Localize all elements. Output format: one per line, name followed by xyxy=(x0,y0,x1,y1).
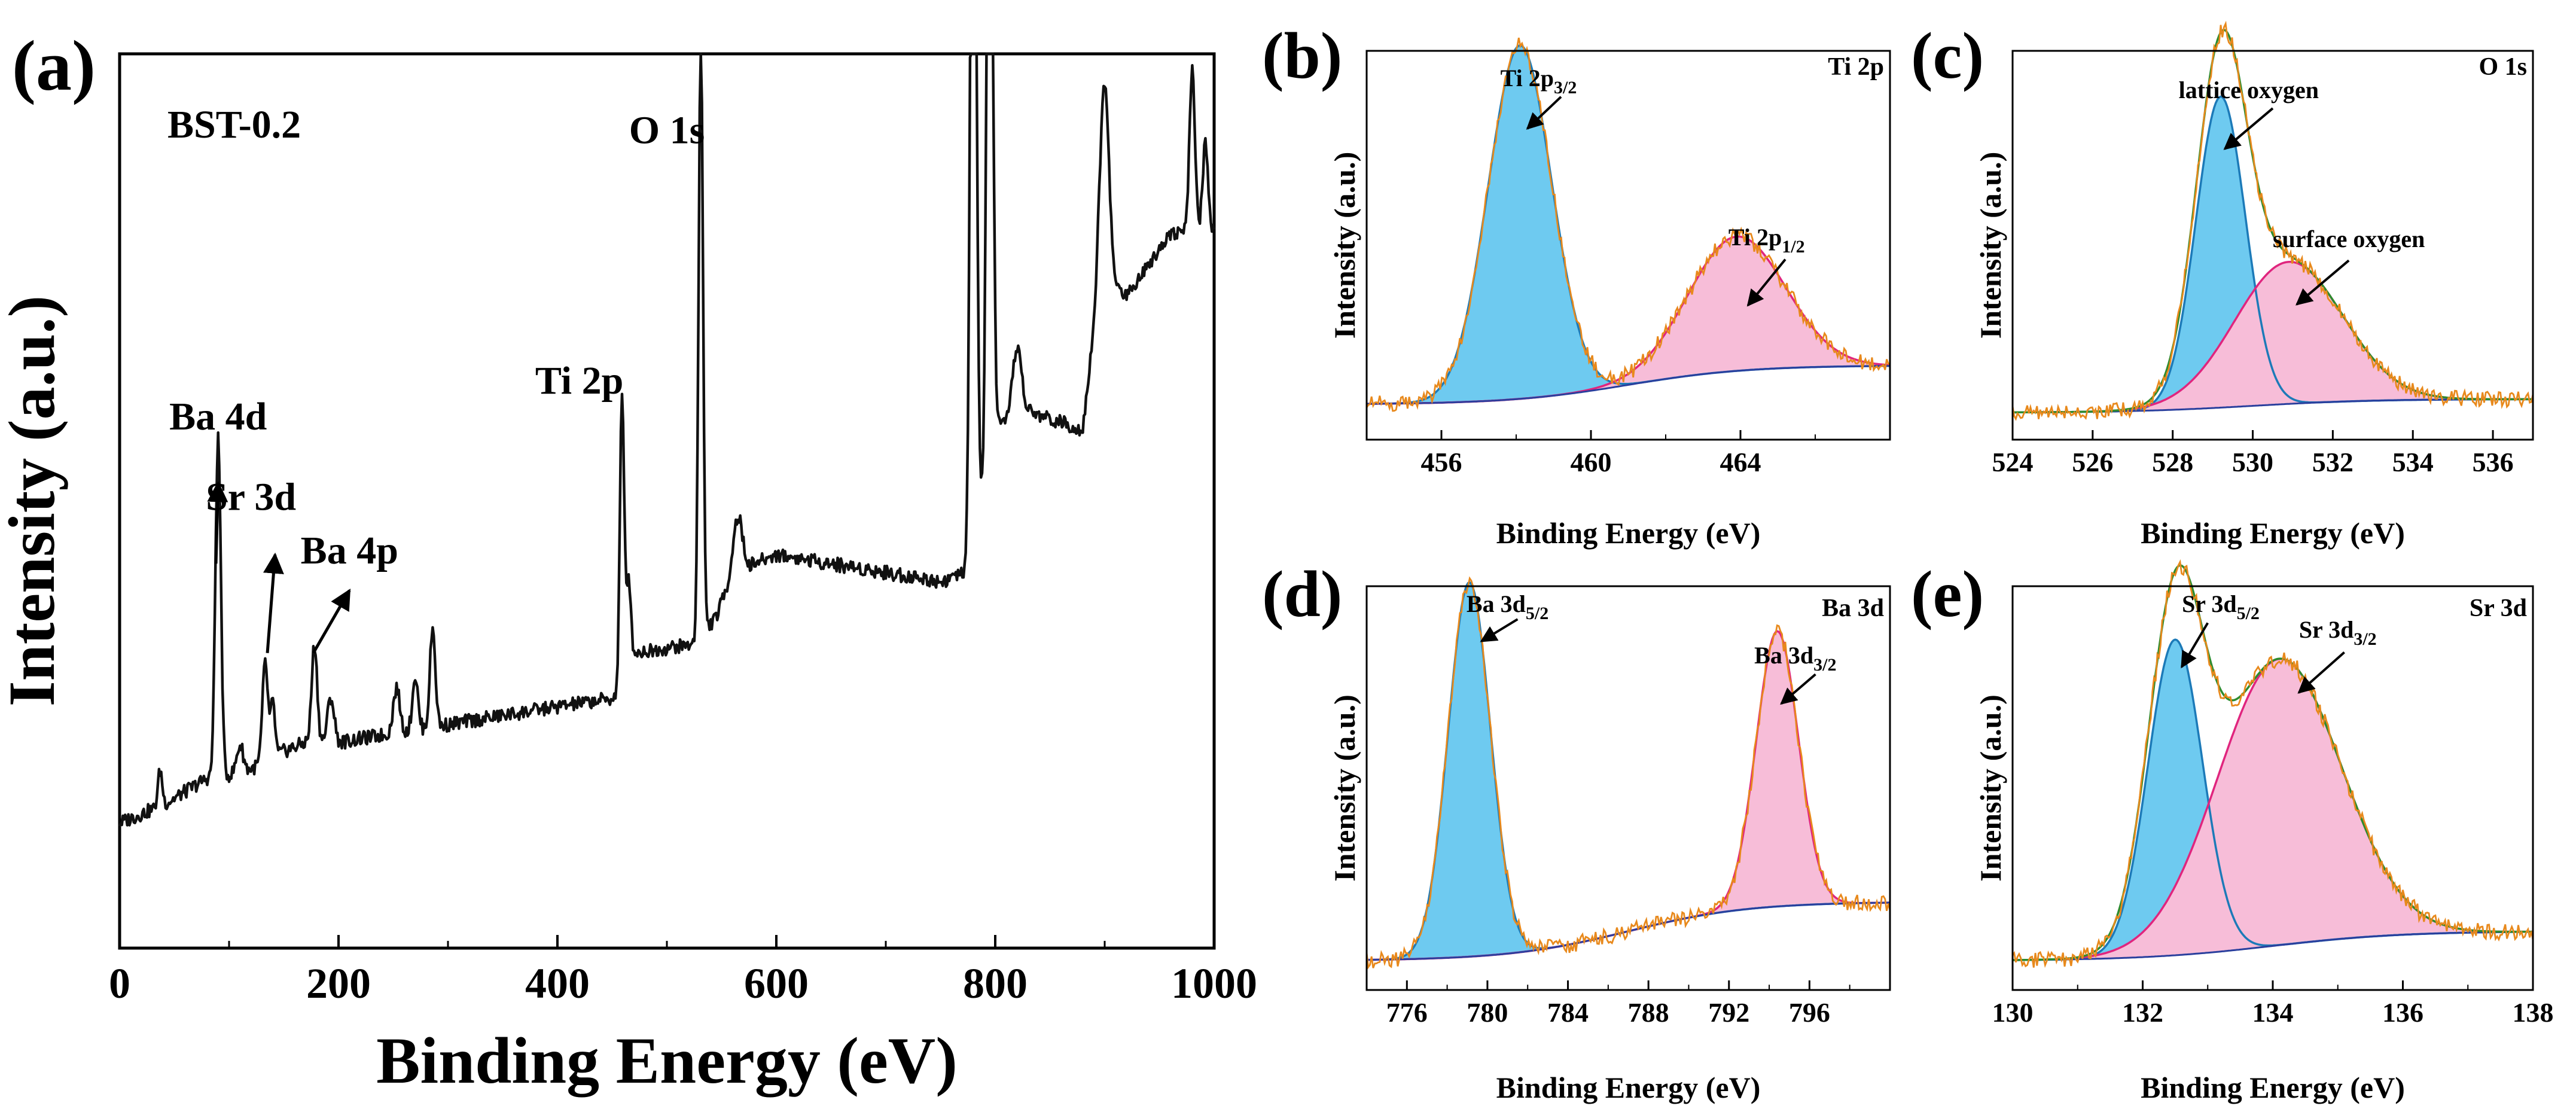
panel-title: O 1s xyxy=(2479,53,2527,81)
raw-data-line xyxy=(2011,20,2534,421)
annotation-label: Ba 4d xyxy=(169,395,267,438)
background-line xyxy=(1367,365,1890,405)
annotation-arrow xyxy=(2181,622,2209,669)
x-tick-label: 600 xyxy=(744,959,809,1007)
y-axis-label: Intensity (a.u.) xyxy=(1974,694,2007,882)
annotation-arrow xyxy=(1780,673,1816,705)
panel-label: (d) xyxy=(1262,558,1342,630)
x-tick-label: 0 xyxy=(109,959,130,1007)
panel-label: (a) xyxy=(12,26,96,105)
y-axis-label: Intensity (a.u.) xyxy=(1328,694,1361,882)
component-fill-1 xyxy=(2013,261,2533,413)
panel-label: (e) xyxy=(1911,558,1984,630)
x-axis-label: Binding Energy (eV) xyxy=(2141,516,2405,550)
x-tick-label: 1000 xyxy=(1171,959,1257,1007)
x-tick-label: 138 xyxy=(2513,997,2554,1028)
annotation-arrow xyxy=(312,588,351,654)
y-axis-label: Intensity (a.u.) xyxy=(1328,152,1361,339)
annotation-label: O 1s xyxy=(629,109,705,153)
annotation-arrow xyxy=(2295,259,2350,306)
annotation-label: Ti 2p xyxy=(535,359,623,403)
annotation-arrow xyxy=(1526,96,1562,130)
annotation-arrow xyxy=(2223,107,2274,150)
background-line xyxy=(2013,931,2533,961)
plot-frame xyxy=(1365,50,1891,441)
x-tick-label: 132 xyxy=(2122,997,2163,1028)
annotation-label: Sr 3d3/2 xyxy=(2299,616,2377,649)
x-tick-label: 464 xyxy=(1720,447,1761,477)
raw-data-line xyxy=(1365,576,1891,970)
annotation-arrow xyxy=(263,552,284,653)
x-tick-label: 532 xyxy=(2312,447,2354,477)
x-tick-label: 530 xyxy=(2232,447,2273,477)
x-axis-label: Binding Energy (eV) xyxy=(2141,1071,2405,1104)
panel-title: Ba 3d xyxy=(1822,595,1884,622)
x-tick-label: 130 xyxy=(1992,997,2034,1028)
x-tick-label: 800 xyxy=(963,959,1028,1007)
x-tick-label: 536 xyxy=(2473,447,2514,477)
annotation-arrow xyxy=(1480,618,1519,642)
y-axis-label: Intensity (a.u.) xyxy=(1974,152,2007,339)
x-tick-label: 528 xyxy=(2152,447,2193,477)
x-tick-label: 134 xyxy=(2252,997,2294,1028)
panel-b-ti2p: 456 460 464 Binding Energy (eV) Intensity (a… xyxy=(1262,19,1891,550)
annotation-arrow xyxy=(207,481,228,564)
x-tick-label: 136 xyxy=(2382,997,2423,1028)
x-tick-label: 456 xyxy=(1421,447,1462,477)
survey-spectrum-line xyxy=(118,52,1216,827)
x-axis-label: Binding Energy (eV) xyxy=(1496,516,1761,550)
raw-data-line xyxy=(2011,559,2534,968)
x-axis-label: Binding Energy (eV) xyxy=(1496,1071,1761,1104)
annotation-label: lattice oxygen xyxy=(2179,77,2319,103)
x-tick-label: 784 xyxy=(1547,997,1589,1028)
x-tick-label: 526 xyxy=(2072,447,2113,477)
annotation-label: Sr 3d xyxy=(206,475,296,519)
component-fill-1 xyxy=(1367,631,1890,960)
x-tick-label: 460 xyxy=(1571,447,1612,477)
annotation-arrow xyxy=(2297,651,2345,694)
raw-data-line xyxy=(1365,37,1891,412)
x-tick-label: 788 xyxy=(1628,997,1669,1028)
plot-frame xyxy=(2011,50,2534,441)
panel-a-survey: 0 200 400 600 800 1000 Binding Energy (eV) Inte… xyxy=(0,26,1257,1097)
x-tick-label: 796 xyxy=(1789,997,1830,1028)
x-tick-label: 780 xyxy=(1467,997,1508,1028)
panel-title: Sr 3d xyxy=(2470,595,2527,622)
plot-frame xyxy=(1365,585,1891,991)
component-fill-0 xyxy=(2013,639,2533,960)
x-tick-label: 534 xyxy=(2392,447,2434,477)
component-fill-0 xyxy=(1367,582,1890,960)
panel-title: Ti 2p xyxy=(1828,53,1884,81)
panel-e-sr3d: 130 132 134 136 138 Binding Energy (eV) Intens… xyxy=(1911,558,2554,1104)
sample-label: BST-0.2 xyxy=(167,103,301,147)
panel-label: (c) xyxy=(1911,19,1984,92)
annotation-label: Ba 4p xyxy=(301,529,398,572)
y-axis-label: Intensity (a.u.) xyxy=(0,295,68,707)
panel-label: (b) xyxy=(1262,19,1342,92)
x-axis-label: Binding Energy (eV) xyxy=(376,1024,958,1097)
x-tick-label: 792 xyxy=(1708,997,1749,1028)
envelope-line xyxy=(2013,29,2533,414)
x-tick-label: 400 xyxy=(525,959,590,1007)
panel-d-ba3d: 776 780 784 788 792 796 Binding Energy (eV) Int… xyxy=(1262,558,1891,1104)
panel-c-o1s: 524 526 528 530 532 534 536 Binding Energy (eV)… xyxy=(1911,19,2534,550)
annotation-label: surface oxygen xyxy=(2273,226,2425,252)
x-tick-label: 200 xyxy=(306,959,371,1007)
component-fill-1 xyxy=(2013,659,2533,960)
component-fill-0 xyxy=(1367,45,1890,404)
x-tick-label: 776 xyxy=(1386,997,1428,1028)
annotation-arrow xyxy=(1746,258,1787,307)
annotation-label: Sr 3d5/2 xyxy=(2182,590,2260,623)
component-fill-1 xyxy=(1367,236,1890,404)
x-tick-label: 524 xyxy=(1992,447,2034,477)
